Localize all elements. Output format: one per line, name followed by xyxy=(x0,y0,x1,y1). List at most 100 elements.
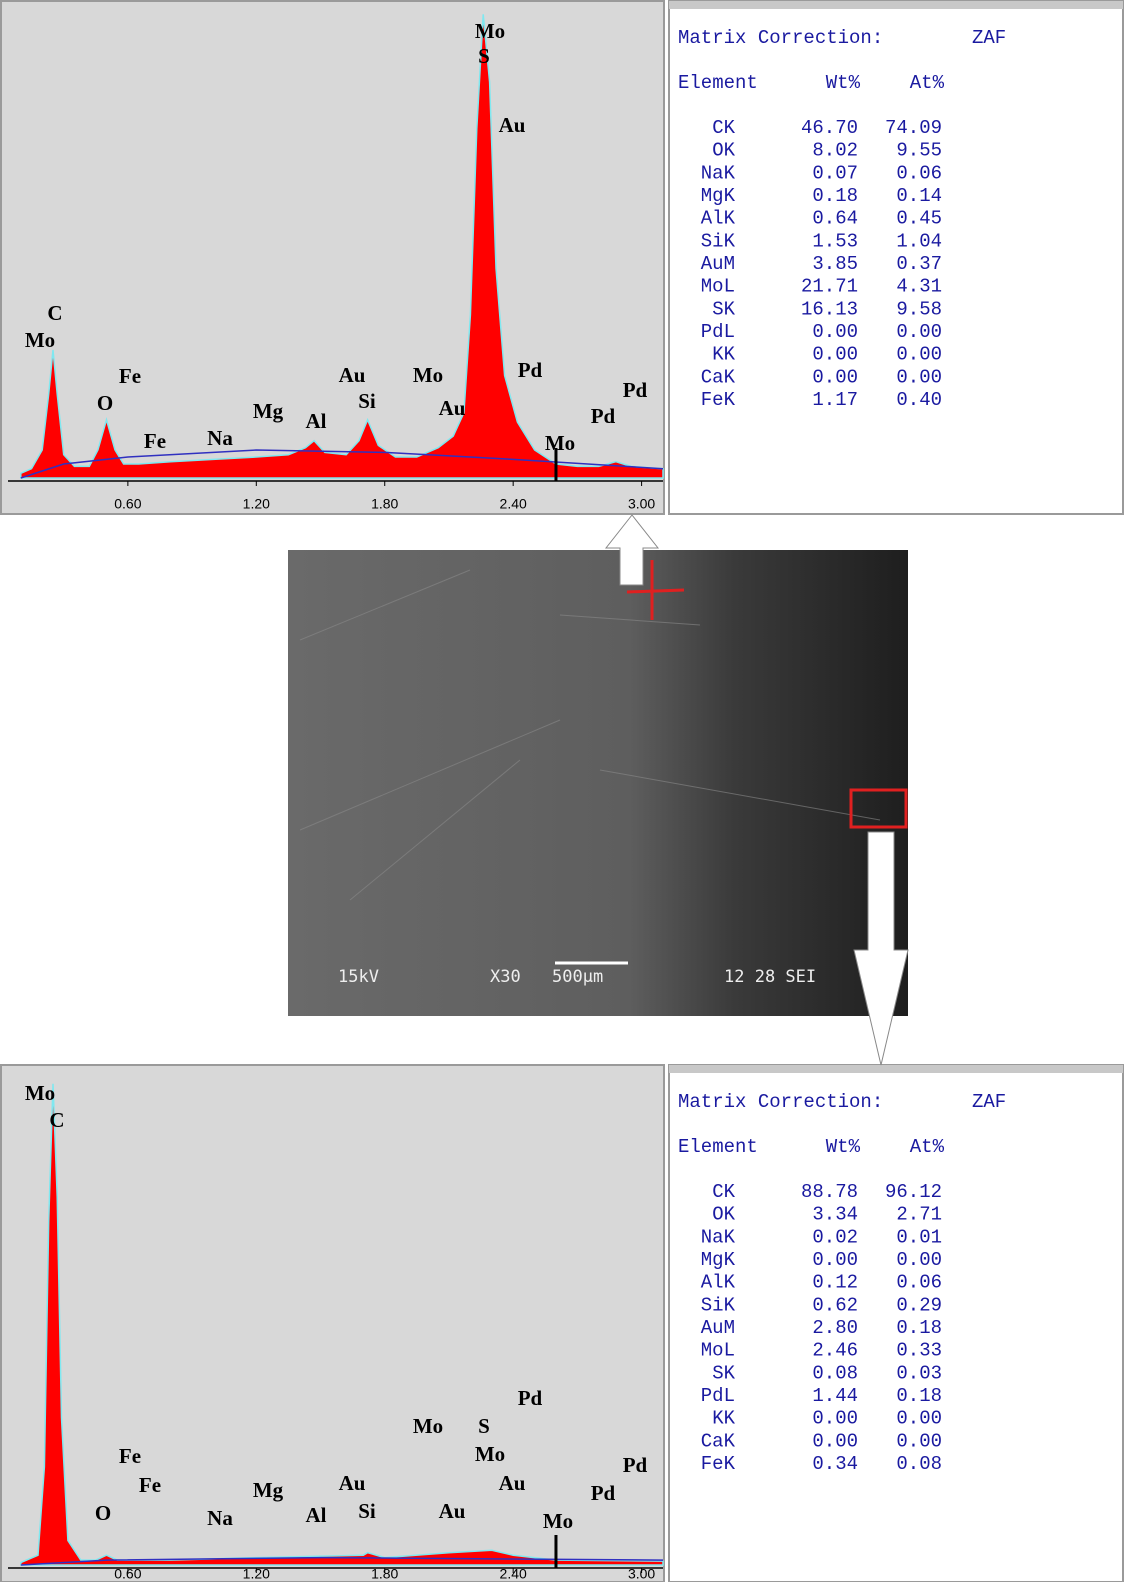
table-header: At% xyxy=(910,1136,945,1158)
table-cell: 21.71 xyxy=(801,276,858,298)
table-cell: CaK xyxy=(701,1430,736,1452)
peak-label: Na xyxy=(207,426,233,450)
table-cell: 0.45 xyxy=(896,208,942,230)
peak-label: Al xyxy=(306,1503,327,1527)
table-cell: SiK xyxy=(701,230,736,252)
table-cell: 9.55 xyxy=(896,140,942,162)
table-cell: 0.64 xyxy=(812,208,858,230)
table-header: At% xyxy=(910,72,945,94)
table-cell: 0.18 xyxy=(896,1317,942,1339)
table-cell: OK xyxy=(712,140,735,162)
table-header: Element xyxy=(678,72,758,94)
x-tick-label: 1.80 xyxy=(371,1566,398,1582)
peak-label: Au xyxy=(499,1471,526,1495)
peak-label: Pd xyxy=(591,404,616,428)
table-cell: 0.00 xyxy=(812,366,858,388)
table-cell: 8.02 xyxy=(812,140,858,162)
table-cell: 0.14 xyxy=(896,185,942,207)
peak-label: Mo xyxy=(413,363,443,387)
table-cell: CK xyxy=(712,1181,735,1203)
background-line xyxy=(20,1556,664,1566)
peak-label: Pd xyxy=(518,1386,543,1410)
table-cell: 0.06 xyxy=(896,162,942,184)
table-header: Element xyxy=(678,1136,758,1158)
peak-label: Si xyxy=(358,389,376,413)
markers xyxy=(626,560,908,829)
peak-label: Mo xyxy=(475,19,505,43)
panel-bar xyxy=(669,1065,1123,1073)
spectrum-area xyxy=(20,14,664,479)
x-tick-label: 1.20 xyxy=(243,496,270,512)
table-cell: PdL xyxy=(701,1385,735,1407)
sem-magnification: X30 xyxy=(490,967,521,987)
table-cell: 0.40 xyxy=(896,389,942,411)
table-cell: 0.00 xyxy=(896,344,942,366)
table-cell: SiK xyxy=(701,1294,736,1316)
table-cell: AuM xyxy=(701,1317,735,1339)
table-cell: KK xyxy=(712,344,735,366)
x-tick-label: 2.40 xyxy=(500,1566,527,1582)
peak-label: O xyxy=(95,1501,111,1525)
peak-label: S xyxy=(478,1414,490,1438)
table-cell: 0.08 xyxy=(812,1362,858,1384)
peak-label: Mo xyxy=(543,1509,573,1533)
table-cell: SK xyxy=(712,298,735,320)
panel-bar xyxy=(669,1,1123,9)
table-cell: 0.00 xyxy=(896,366,942,388)
x-tick-label: 1.80 xyxy=(371,496,398,512)
table-cell: CaK xyxy=(701,366,736,388)
peak-label: Pd xyxy=(623,1453,648,1477)
table-cell: 0.03 xyxy=(896,1362,942,1384)
table-cell: 0.12 xyxy=(812,1272,858,1294)
table-cell: MgK xyxy=(701,185,736,207)
table-cell: 0.00 xyxy=(896,1430,942,1452)
table-cell: PdL xyxy=(701,321,735,343)
table-cell: 0.00 xyxy=(896,321,942,343)
table-cell: 0.34 xyxy=(812,1453,858,1475)
table-cell: 2.71 xyxy=(896,1204,942,1226)
spectrum-panel xyxy=(0,1064,665,1582)
x-tick-label: 0.60 xyxy=(114,1566,141,1582)
x-tick-label: 1.20 xyxy=(243,1566,270,1582)
spectrum-panel xyxy=(0,0,665,515)
peak-label: Mg xyxy=(253,1478,284,1502)
peak-label: C xyxy=(49,1108,64,1132)
peak-label: Au xyxy=(339,363,366,387)
table-cell: NaK xyxy=(701,1226,736,1248)
table-cell: 2.80 xyxy=(812,1317,858,1339)
table-cell: 46.70 xyxy=(801,117,858,139)
peak-label: Au xyxy=(339,1471,366,1495)
table-cell: 1.04 xyxy=(896,230,942,252)
table-cell: MgK xyxy=(701,1249,736,1271)
peak-label: Au xyxy=(439,1499,466,1523)
table-cell: 0.01 xyxy=(896,1226,942,1248)
table-cell: 96.12 xyxy=(885,1181,942,1203)
peak-label: Fe xyxy=(144,429,166,453)
table-cell: SK xyxy=(712,1362,735,1384)
peak-label: Fe xyxy=(119,364,141,388)
table-cell: AlK xyxy=(701,208,736,230)
table-cell: CK xyxy=(712,117,735,139)
table-cell: 0.08 xyxy=(896,1453,942,1475)
peak-label: Mo xyxy=(545,431,575,455)
peak-label: Mo xyxy=(413,1414,443,1438)
peak-label: Au xyxy=(499,113,526,137)
table-cell: 16.13 xyxy=(801,298,858,320)
peak-label: Pd xyxy=(623,378,648,402)
table-cell: OK xyxy=(712,1204,735,1226)
table-cell: 0.00 xyxy=(896,1408,942,1430)
table-cell: FeK xyxy=(701,389,736,411)
table-cell: MoL xyxy=(701,276,735,298)
table-method: ZAF xyxy=(972,1091,1006,1113)
x-tick-label: 2.40 xyxy=(500,496,527,512)
table-panel xyxy=(668,1064,1124,1582)
table-cell: 3.85 xyxy=(812,253,858,275)
table-cell: 4.31 xyxy=(896,276,942,298)
down-arrow xyxy=(853,831,909,1066)
table-header: Wt% xyxy=(826,72,861,94)
peak-label: S xyxy=(478,44,490,68)
table-cell: AlK xyxy=(701,1272,736,1294)
peak-label: Na xyxy=(207,1506,233,1530)
peak-label: Fe xyxy=(119,1444,141,1468)
